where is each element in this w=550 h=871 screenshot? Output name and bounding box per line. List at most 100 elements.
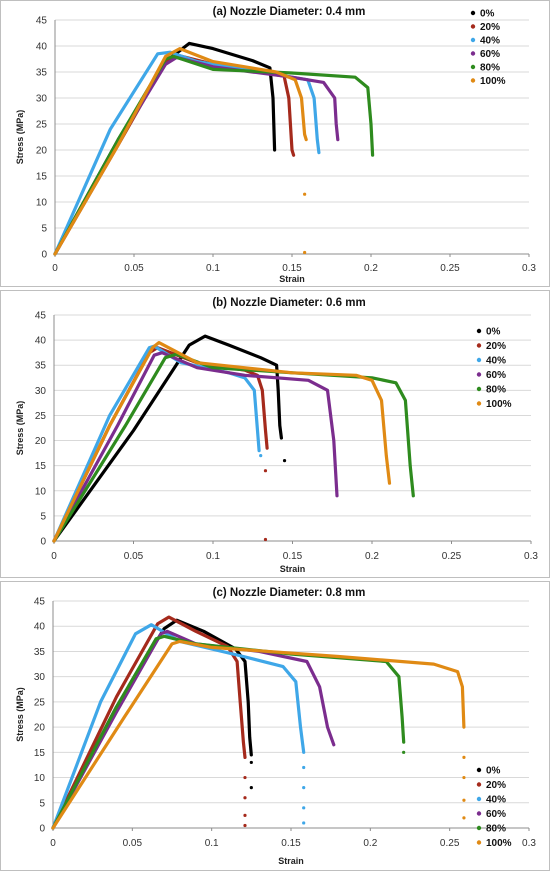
y-tick-label: 10 xyxy=(36,198,48,209)
series-line-20pct xyxy=(53,53,296,256)
y-tick-label: 25 xyxy=(36,120,48,131)
legend-label: 40% xyxy=(486,356,506,367)
legend-label: 60% xyxy=(486,809,506,820)
series-line-40pct xyxy=(51,623,306,830)
fracture-point xyxy=(249,760,253,765)
y-tick-label: 10 xyxy=(35,486,47,497)
series-line-20pct xyxy=(51,615,247,830)
legend-label: 80% xyxy=(480,63,500,74)
x-tick-label: 0 xyxy=(52,263,58,274)
stress-strain-chart-c: 0 5 10 15 20 25 30 35 40 45 0 0.05 0.1 0.15 0.2 0.25 0.3… xyxy=(15,587,536,866)
legend-marker xyxy=(476,825,482,831)
y-tick-label: 15 xyxy=(36,172,48,183)
legend-marker xyxy=(476,811,482,816)
chart-title: (a) Nozzle Diameter: 0.4 mm xyxy=(213,6,366,18)
y-tick-label: 0 xyxy=(39,824,45,835)
fracture-point xyxy=(462,755,466,759)
x-tick-label: 0.25 xyxy=(440,263,460,274)
y-axis-label: Stress (MPa) xyxy=(15,401,25,456)
legend-label: 60% xyxy=(486,370,506,381)
y-tick-label: 40 xyxy=(35,336,47,347)
fracture-point xyxy=(462,798,466,802)
y-tick-label: 35 xyxy=(35,361,47,372)
x-tick-label: 0.05 xyxy=(123,838,143,849)
y-tick-label: 5 xyxy=(41,224,47,235)
x-tick-label: 0.05 xyxy=(124,263,144,274)
x-tick-label: 0.15 xyxy=(282,263,302,274)
y-tick-label: 25 xyxy=(34,697,46,708)
y-tick-label: 10 xyxy=(34,773,46,784)
y-tick-label: 20 xyxy=(35,436,47,447)
y-tick-label: 20 xyxy=(36,146,48,157)
legend-marker xyxy=(470,78,476,83)
fracture-point xyxy=(303,192,307,196)
fracture-point xyxy=(303,250,307,255)
y-axis-label: Stress (MPa) xyxy=(15,110,25,165)
legend-marker xyxy=(476,782,482,787)
x-tick-label: 0.2 xyxy=(363,838,377,849)
series-line-60pct xyxy=(52,351,339,543)
fracture-point xyxy=(263,537,268,542)
legend-label: 80% xyxy=(486,385,506,396)
y-tick-label: 35 xyxy=(36,68,48,79)
legend-marker xyxy=(476,357,482,363)
x-tick-label: 0.3 xyxy=(522,838,536,849)
x-tick-label: 0.1 xyxy=(206,263,220,274)
series-group xyxy=(51,615,466,830)
x-tick-label: 0 xyxy=(51,551,57,562)
fracture-point xyxy=(249,786,253,790)
x-tick-label: 0.3 xyxy=(522,263,536,274)
legend-marker xyxy=(470,10,476,16)
y-tick-label: 25 xyxy=(35,411,47,422)
y-tick-label: 30 xyxy=(35,386,47,397)
y-tick-label: 40 xyxy=(34,622,46,633)
series-group xyxy=(53,41,375,256)
legend-marker xyxy=(476,328,482,334)
chart-panel-a: 0 5 10 15 20 25 30 35 40 45 0 0.05 0.1 0.15 0.2 0.25 0.3… xyxy=(0,0,550,287)
legend-marker xyxy=(476,840,482,845)
chart-panel-b: 0 5 10 15 20 25 30 35 40 45 0 0.05 0.1 0.15 0.2 0.25 0.3… xyxy=(0,290,550,578)
fracture-point xyxy=(243,823,247,828)
legend-label: 20% xyxy=(486,780,506,791)
legend-label: 20% xyxy=(486,341,506,352)
fracture-point xyxy=(259,454,263,458)
series-line-100pct xyxy=(52,341,392,543)
y-tick-label: 45 xyxy=(34,597,46,608)
legend-label: 100% xyxy=(486,399,512,410)
legend-label: 80% xyxy=(486,824,506,835)
y-tick-label: 5 xyxy=(40,511,46,522)
x-tick-label: 0.15 xyxy=(283,551,303,562)
stress-strain-chart-a: 0 5 10 15 20 25 30 35 40 45 0 0.05 0.1 0.15 0.2 0.25 0.3… xyxy=(15,6,536,284)
y-tick-label: 45 xyxy=(36,16,48,27)
legend-label: 100% xyxy=(486,838,512,849)
x-tick-label: 0.1 xyxy=(206,551,220,562)
y-tick-label: 30 xyxy=(36,94,48,105)
legend-label: 20% xyxy=(480,22,500,33)
fracture-point xyxy=(302,765,306,770)
y-tick-label: 5 xyxy=(39,798,45,809)
y-tick-label: 0 xyxy=(40,537,46,548)
legend-marker xyxy=(476,796,482,802)
legend-label: 0% xyxy=(486,327,501,338)
legend-marker xyxy=(470,51,476,56)
y-tick-label: 20 xyxy=(34,723,46,734)
series-line-100pct xyxy=(51,639,466,830)
x-tick-label: 0 xyxy=(50,838,56,849)
y-tick-label: 15 xyxy=(34,748,46,759)
x-tick-label: 0.15 xyxy=(281,838,301,849)
x-tick-label: 0.3 xyxy=(524,551,538,562)
chart-title: (b) Nozzle Diameter: 0.6 mm xyxy=(212,297,365,309)
fracture-point xyxy=(263,469,268,473)
legend-marker xyxy=(470,37,476,43)
series-line-0pct xyxy=(52,334,283,543)
y-tick-label: 35 xyxy=(34,647,46,658)
y-tick-label: 30 xyxy=(34,672,46,683)
legend-marker xyxy=(476,343,482,348)
fracture-point xyxy=(302,821,306,825)
series-line-0pct xyxy=(53,41,277,256)
x-tick-label: 0.1 xyxy=(205,838,219,849)
legend-label: 0% xyxy=(480,9,495,20)
chart-panel-c: 0 5 10 15 20 25 30 35 40 45 0 0.05 0.1 0.15 0.2 0.25 0.3… xyxy=(0,581,550,871)
series-line-40pct xyxy=(53,50,321,256)
fracture-point xyxy=(402,750,406,754)
